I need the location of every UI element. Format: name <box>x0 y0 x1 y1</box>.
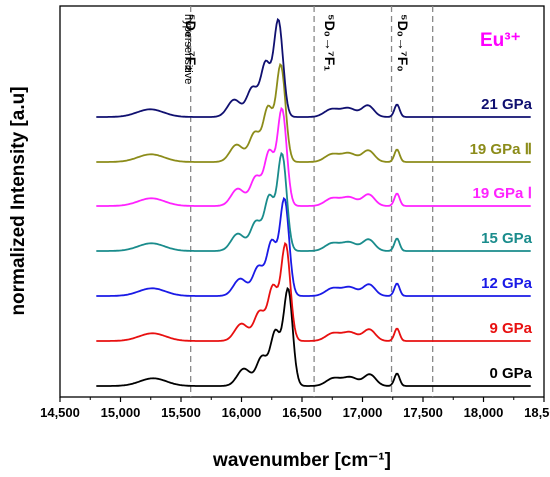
series-label: 19 GPa Ⅰ <box>473 185 532 202</box>
x-tick-label: 15,500 <box>161 405 201 420</box>
x-axis-label: wavenumber [cm⁻¹] <box>212 450 391 471</box>
x-tick-label: 15,000 <box>101 405 141 420</box>
x-tick-label: 18,500 <box>524 405 550 420</box>
spectrum-line <box>96 62 531 163</box>
series-label: 12 GPa <box>481 275 533 292</box>
annotation-f2: ⁵D₀→⁷F₂ <box>183 14 199 72</box>
x-tick-label: 17,000 <box>343 405 383 420</box>
spectrum-line <box>96 17 531 118</box>
x-tick-label: 14,500 <box>40 405 80 420</box>
spectrum-line <box>96 196 531 297</box>
series-label: 15 GPa <box>481 230 533 247</box>
y-axis-label: normalized Intensity [a.u] <box>8 86 29 315</box>
series-label: 19 GPa Ⅱ <box>470 141 532 158</box>
x-tick-label: 16,000 <box>222 405 262 420</box>
series-label: 9 GPa <box>489 320 532 337</box>
x-tick-label: 17,500 <box>403 405 443 420</box>
spectrum-line <box>96 286 531 387</box>
spectrum-line <box>96 241 531 342</box>
ion-label: Eu³⁺ <box>480 30 521 51</box>
spectrum-line <box>96 106 531 207</box>
x-tick-label: 18,000 <box>464 405 504 420</box>
spectra-curves <box>96 17 531 387</box>
spectrum-line <box>96 151 531 252</box>
series-labels: 0 GPa 9 GPa 12 GPa 15 GPa 19 GPa Ⅰ 19 GPa Ⅱ 21… <box>470 96 533 382</box>
series-label: 21 GPa <box>481 96 533 113</box>
annotation-f0: ⁵D₀→⁷F₀ <box>395 14 411 72</box>
annotation-f1: ⁵D₀→⁷F₁ <box>322 14 338 71</box>
transition-lines <box>190 6 434 397</box>
series-label: 0 GPa <box>489 365 532 382</box>
x-axis-ticks: 14,500 15,000 15,500 16,000 16,500 17,000 17,5… <box>40 397 550 420</box>
x-tick-label: 16,500 <box>282 405 322 420</box>
annotation-f2-note: hypersensitive <box>182 14 194 84</box>
